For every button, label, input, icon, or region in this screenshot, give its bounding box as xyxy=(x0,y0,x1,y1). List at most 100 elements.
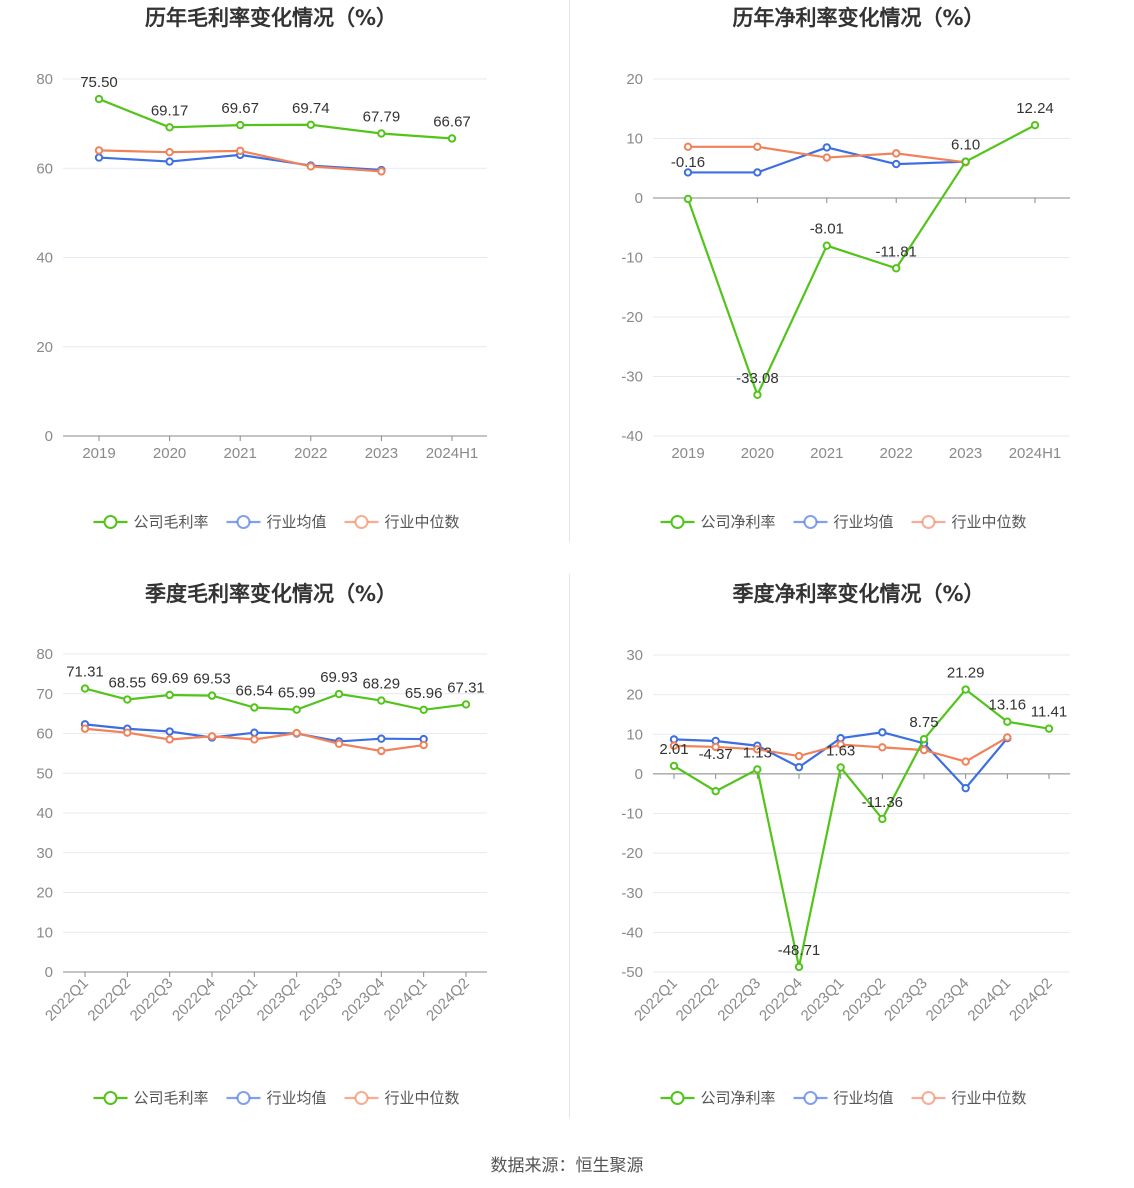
data-point-industry_median xyxy=(306,162,315,171)
x-tick-label: 2022Q4 xyxy=(169,975,219,1025)
y-tick-label: 80 xyxy=(36,646,53,663)
data-label: -0.16 xyxy=(671,154,705,171)
data-point-industry_median xyxy=(165,735,174,744)
legend-marker-icon xyxy=(236,515,251,529)
data-point-company xyxy=(753,390,762,400)
data-point-industry_median xyxy=(919,745,929,755)
legend-marker-icon xyxy=(670,1091,685,1105)
data-point-company xyxy=(961,157,970,166)
data-label: -33.08 xyxy=(736,370,779,387)
legend-label: 公司净利率 xyxy=(701,1090,776,1107)
legend-item-industry_avg[interactable]: 行业均值 xyxy=(226,514,327,531)
data-point-industry_median xyxy=(753,142,762,152)
x-tick-label: 2023Q1 xyxy=(798,975,848,1025)
x-tick-label: 2021 xyxy=(224,445,257,462)
data-point-company xyxy=(292,705,301,714)
legend-item-company[interactable]: 公司毛利率 xyxy=(93,1090,209,1107)
data-point-industry_median xyxy=(794,751,804,761)
data-point-industry_median xyxy=(961,757,970,766)
quarterly-net-margin-svg: 季度净利率变化情况（%） -50 -40 -30 -20 -10 0 10 20 30 2022Q1… xyxy=(621,582,1070,1107)
data-point-industry_median xyxy=(822,153,831,162)
data-label: 69.93 xyxy=(320,669,358,686)
data-point-company xyxy=(669,761,679,771)
data-point-company xyxy=(794,962,804,972)
x-tick-label: 2024H1 xyxy=(426,445,479,462)
legend-item-industry_avg[interactable]: 行业均值 xyxy=(793,1090,894,1107)
y-tick-label: 30 xyxy=(626,647,643,664)
x-tick-label: 2024Q1 xyxy=(964,975,1014,1025)
legend-marker-icon xyxy=(354,1091,369,1105)
data-label: 1.63 xyxy=(826,742,855,759)
divider-bottom xyxy=(569,574,570,1118)
data-label: -4.37 xyxy=(699,746,733,763)
legend-marker-icon xyxy=(103,1091,118,1105)
data-label: 12.24 xyxy=(1016,100,1054,117)
data-point-company xyxy=(80,684,90,693)
data-label: 69.67 xyxy=(221,100,259,117)
data-point-industry_median xyxy=(207,732,217,741)
x-tick-label: 2023 xyxy=(365,445,398,462)
legend-item-company[interactable]: 公司净利率 xyxy=(660,514,776,531)
data-point-company xyxy=(1044,724,1054,733)
data-point-industry_avg xyxy=(165,727,174,736)
x-tick-label: 2023Q3 xyxy=(881,975,931,1025)
legend-label: 行业中位数 xyxy=(385,514,460,531)
y-tick-label: -40 xyxy=(621,924,643,941)
y-tick-label: -10 xyxy=(621,250,643,267)
annual-net-margin-chart: 历年净利率变化情况（%） -40 -30 -20 -10 0 10 20 2019 2020 202… xyxy=(567,0,1134,570)
data-point-industry_median xyxy=(236,146,245,156)
data-point-industry_avg xyxy=(94,153,104,162)
y-tick-label: -30 xyxy=(621,369,643,386)
legend-item-industry_median[interactable]: 行业中位数 xyxy=(344,1090,460,1107)
data-point-industry_avg xyxy=(250,728,259,737)
data-label: 68.29 xyxy=(363,676,401,693)
x-tick-label: 2021 xyxy=(810,445,843,462)
data-point-company xyxy=(419,705,428,715)
data-label: 67.31 xyxy=(447,679,485,696)
data-point-company xyxy=(165,123,174,132)
legend-label: 行业均值 xyxy=(267,1090,327,1107)
data-point-company xyxy=(377,696,386,705)
data-point-industry_median xyxy=(94,146,104,155)
y-tick-label: 50 xyxy=(36,765,53,782)
data-point-company xyxy=(1030,120,1040,130)
data-label: 75.50 xyxy=(80,74,118,91)
x-tick-label: 2022Q2 xyxy=(673,975,723,1025)
chart-title: 季度净利率变化情况（%） xyxy=(732,582,984,606)
legend-item-industry_median[interactable]: 行业中位数 xyxy=(344,514,460,531)
x-tick-label: 2022 xyxy=(880,445,913,462)
data-label: 13.16 xyxy=(989,697,1027,714)
data-point-industry_median xyxy=(377,167,386,176)
data-point-industry_avg xyxy=(753,168,762,177)
data-point-company xyxy=(447,134,457,143)
data-point-industry_median xyxy=(165,147,174,157)
legend-item-company[interactable]: 公司毛利率 xyxy=(93,514,209,531)
legend-marker-icon xyxy=(921,515,936,529)
x-tick-label: 2023Q2 xyxy=(254,975,304,1025)
data-point-company xyxy=(334,689,344,699)
x-tick-label: 2023Q4 xyxy=(923,975,973,1025)
data-label: 11.41 xyxy=(1031,704,1067,721)
legend-label: 公司毛利率 xyxy=(134,514,209,531)
legend-marker-icon xyxy=(921,1091,936,1105)
y-tick-label: 20 xyxy=(626,687,643,704)
data-point-industry_median xyxy=(377,746,386,756)
x-tick-label: 2024Q2 xyxy=(1006,975,1056,1025)
legend-item-industry_avg[interactable]: 行业均值 xyxy=(793,514,894,531)
legend-item-company[interactable]: 公司净利率 xyxy=(660,1090,776,1107)
legend-item-industry_avg[interactable]: 行业均值 xyxy=(226,1090,327,1107)
x-tick-label: 2023Q4 xyxy=(338,975,388,1025)
data-label: 69.17 xyxy=(151,102,189,119)
y-tick-label: 10 xyxy=(36,924,53,941)
legend-label: 行业中位数 xyxy=(952,1090,1027,1107)
data-label: 71.31 xyxy=(66,664,104,681)
legend-item-industry_median[interactable]: 行业中位数 xyxy=(911,1090,1027,1107)
data-point-company xyxy=(892,264,901,273)
x-tick-label: 2024Q1 xyxy=(381,975,431,1025)
data-point-industry_avg xyxy=(878,728,887,737)
legend-item-industry_median[interactable]: 行业中位数 xyxy=(911,514,1027,531)
x-tick-label: 2020 xyxy=(153,445,186,462)
data-point-company xyxy=(836,763,845,772)
data-label: 6.10 xyxy=(951,137,980,154)
series-line-company xyxy=(673,687,1050,968)
